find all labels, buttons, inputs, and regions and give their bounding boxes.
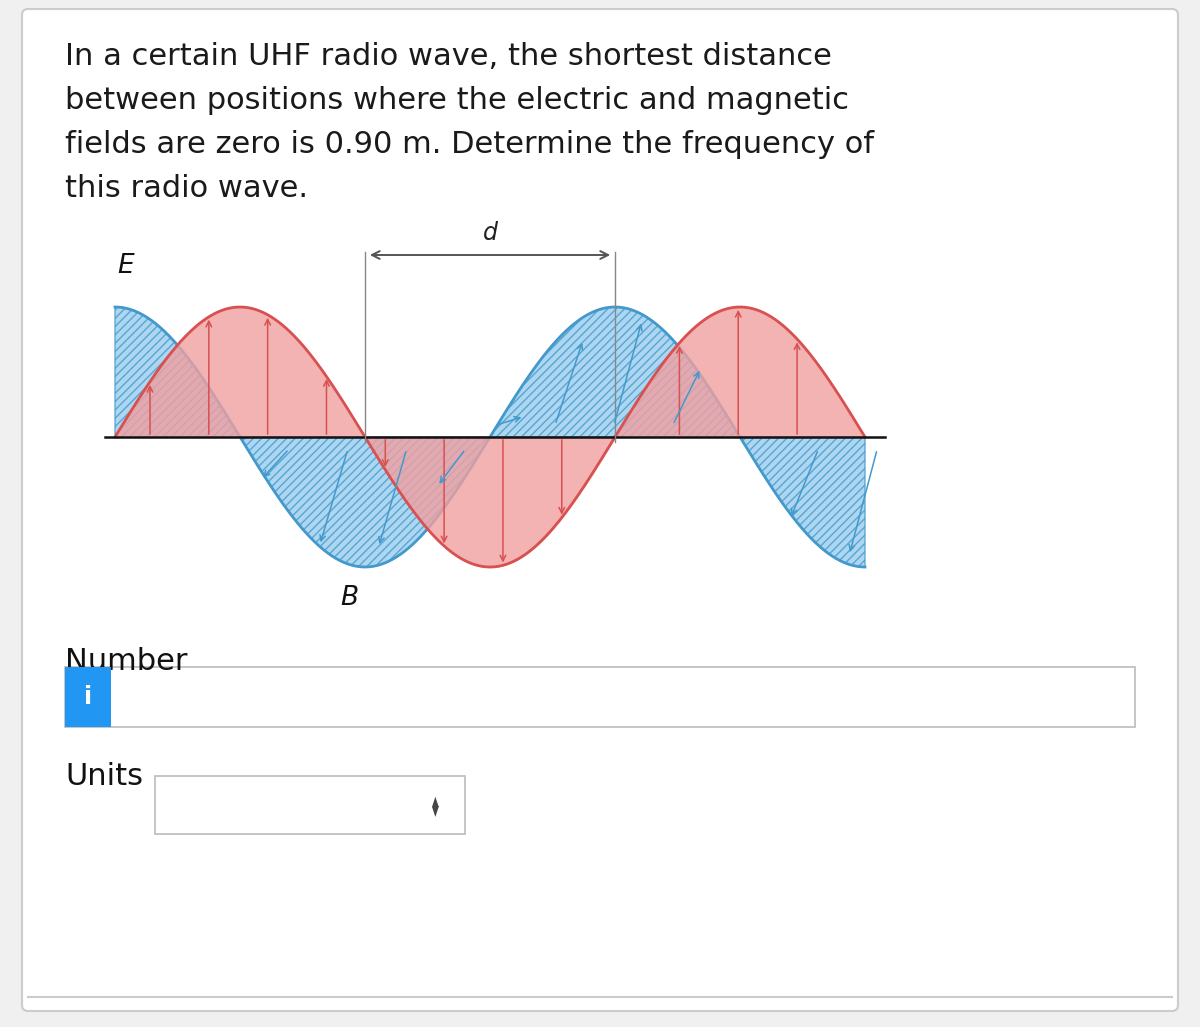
Text: fields are zero is 0.90 m. Determine the frequency of: fields are zero is 0.90 m. Determine the…	[65, 130, 874, 159]
FancyBboxPatch shape	[155, 776, 466, 834]
FancyBboxPatch shape	[22, 9, 1178, 1011]
FancyBboxPatch shape	[65, 667, 112, 727]
Text: between positions where the electric and magnetic: between positions where the electric and…	[65, 86, 850, 115]
Text: B: B	[340, 585, 358, 611]
Text: ◄►: ◄►	[428, 794, 442, 815]
Text: In a certain UHF radio wave, the shortest distance: In a certain UHF radio wave, the shortes…	[65, 42, 832, 71]
FancyBboxPatch shape	[65, 667, 1135, 727]
Text: this radio wave.: this radio wave.	[65, 174, 308, 203]
Text: Units: Units	[65, 762, 143, 791]
Text: i: i	[84, 685, 92, 709]
Text: d: d	[482, 221, 498, 245]
Text: Number: Number	[65, 647, 187, 676]
Text: E: E	[118, 253, 133, 279]
